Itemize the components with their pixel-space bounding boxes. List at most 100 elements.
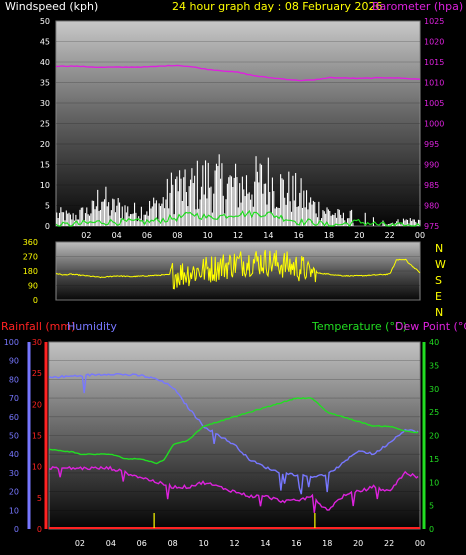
baro-tick-label: 990: [424, 161, 439, 170]
humidity-tick-label: 50: [9, 432, 19, 441]
dir-label-n-top: N: [435, 242, 443, 255]
temp-x-tick-label: 08: [168, 539, 178, 548]
temp-x-tick-label: 02: [75, 539, 85, 548]
baro-tick-label: 975: [424, 222, 439, 231]
baro-tick-label: 1020: [424, 38, 444, 47]
rain-tick-label: 30: [32, 338, 42, 347]
direction-axis-ticks: 0 90 180 270 360: [23, 238, 38, 305]
wind-x-tick-label: 08: [172, 231, 182, 240]
dir-label-w: W: [435, 258, 446, 271]
temp-x-tick-label: 16: [291, 539, 301, 548]
humidity-tick-label: 90: [9, 357, 19, 366]
temp-humidity-gridlines: [49, 341, 420, 530]
direction-gridlines: [56, 241, 420, 301]
temp-x-tick-label: 12: [229, 539, 239, 548]
wind-x-tick-label: 18: [324, 231, 334, 240]
barometer-line: [55, 64, 421, 82]
wind-x-tick-label: 00: [415, 231, 425, 240]
humidity-tick-label: 20: [9, 488, 19, 497]
temp-tick-label: 10: [429, 478, 439, 487]
baro-tick-label: 1015: [424, 58, 444, 67]
wind-baro-series: [55, 64, 421, 228]
temp-tick-label: 40: [429, 338, 439, 347]
humidity-tick-label: 40: [9, 450, 19, 459]
dir-label-e: E: [435, 290, 442, 303]
direction-panel: 0 90 180 270 360 N W S E N: [23, 238, 446, 319]
temp-x-tick-label: 22: [384, 539, 394, 548]
direction-tick-label: 180: [23, 267, 38, 276]
direction-tick-label: 360: [23, 238, 38, 247]
humidity-tick-label: 70: [9, 394, 19, 403]
rain-tick-label: 20: [32, 400, 42, 409]
temp-x-axis-ticks: 02 04 06 08 10 12 14 16 18 20 22 00: [75, 539, 425, 548]
dew-axis-label: Dew Point (°C): [395, 320, 466, 333]
direction-series: [55, 249, 421, 290]
baro-tick-label: 1010: [424, 79, 444, 88]
humidity-line: [48, 372, 419, 495]
temperature-line: [48, 397, 419, 465]
temp-x-tick-label: 00: [415, 539, 425, 548]
wind-baro-plot-area: [55, 20, 421, 227]
direction-tick-label: 0: [33, 296, 38, 305]
wind-axis-ticks: 0 5 10 15 20 25 30 35 40 45 50: [40, 17, 50, 231]
direction-tick-label: 90: [28, 282, 38, 291]
wind-tick-label: 30: [40, 99, 50, 108]
humidity-tick-label: 10: [9, 506, 19, 515]
wind-tick-label: 25: [40, 120, 50, 129]
temp-tick-label: 35: [429, 361, 439, 370]
wind-tick-label: 35: [40, 79, 50, 88]
temp-x-tick-label: 06: [137, 539, 147, 548]
temp-humidity-panel: 0 10 20 30 40 50 60 70 80 90 100 0 5 10 15 20 25 30 0 5 10…: [4, 338, 439, 548]
baro-tick-label: 980: [424, 202, 439, 211]
wind-x-tick-label: 14: [263, 231, 273, 240]
temp-tick-label: 15: [429, 455, 439, 464]
temp-x-tick-label: 14: [260, 539, 270, 548]
wind-tick-label: 45: [40, 38, 50, 47]
baro-axis-label: Barometer (hpa): [372, 0, 463, 13]
wind-x-tick-label: 10: [203, 231, 213, 240]
temp-axis-ticks: 0 5 10 15 20 25 30 35 40: [429, 338, 439, 534]
wind-x-tick-label: 06: [142, 231, 152, 240]
temp-tick-label: 5: [429, 502, 434, 511]
wind-x-tick-label: 22: [385, 231, 395, 240]
rain-tick-label: 5: [37, 494, 42, 503]
temp-tick-label: 25: [429, 408, 439, 417]
temp-humidity-series: [48, 372, 420, 529]
temp-tick-label: 0: [429, 525, 434, 534]
baro-tick-label: 985: [424, 181, 439, 190]
humidity-tick-label: 30: [9, 469, 19, 478]
dew-point-line: [48, 465, 419, 513]
rain-tick-label: 25: [32, 369, 42, 378]
rain-tick-label: 15: [32, 432, 42, 441]
direction-plot-area: [55, 241, 421, 301]
rain-tick-label: 0: [37, 525, 42, 534]
wind-axis-label: Windspeed (kph): [5, 0, 98, 13]
temp-tick-label: 30: [429, 385, 439, 394]
humidity-tick-label: 80: [9, 375, 19, 384]
baro-tick-label: 1025: [424, 17, 444, 26]
direction-tick-label: 270: [23, 253, 38, 262]
temp-x-tick-label: 18: [322, 539, 332, 548]
rain-tick-label: 10: [32, 463, 42, 472]
wind-tick-label: 0: [45, 222, 50, 231]
wind-tick-label: 20: [40, 140, 50, 149]
wind-tick-label: 5: [45, 202, 50, 211]
humidity-axis-ticks: 0 10 20 30 40 50 60 70 80 90 100: [4, 338, 19, 534]
humidity-tick-label: 100: [4, 338, 19, 347]
baro-tick-label: 1005: [424, 99, 444, 108]
rain-axis-label: Rainfall (mm): [1, 320, 75, 333]
baro-tick-label: 995: [424, 140, 439, 149]
baro-axis-ticks: 975 980 985 990 995 1000 1005 1010 1015 1020 1025: [424, 17, 444, 231]
wind-x-tick-label: 20: [354, 231, 364, 240]
wind-tick-label: 50: [40, 17, 50, 26]
wind-tick-label: 15: [40, 161, 50, 170]
temp-x-tick-label: 20: [353, 539, 363, 548]
temp-tick-label: 20: [429, 432, 439, 441]
temp-x-tick-label: 04: [106, 539, 116, 548]
humidity-tick-label: 60: [9, 413, 19, 422]
humidity-axis-label: Humidity: [67, 320, 117, 333]
baro-tick-label: 1000: [424, 120, 444, 129]
